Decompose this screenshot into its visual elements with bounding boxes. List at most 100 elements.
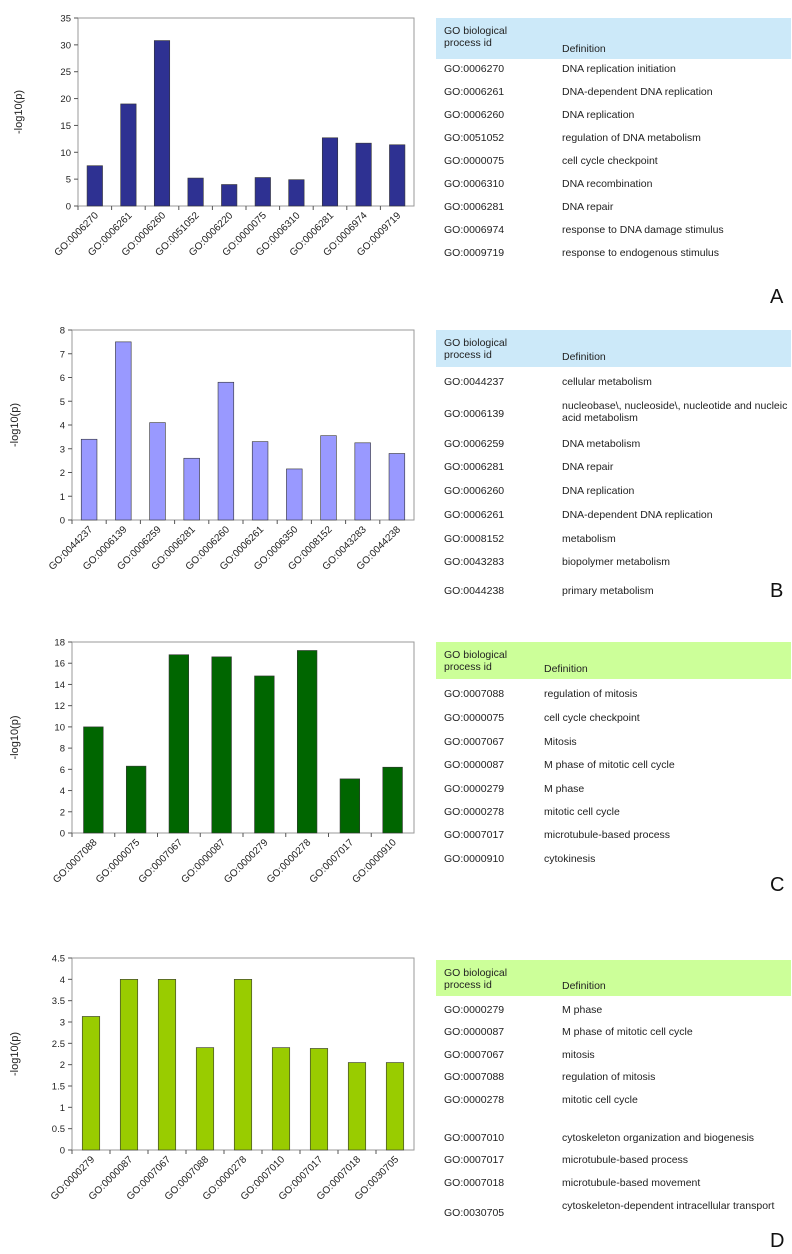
- go-table-a: GO biological process id Definition GO:0…: [436, 18, 791, 259]
- y-tick-label: 4: [60, 421, 65, 432]
- row-definition: M phase: [544, 783, 585, 795]
- panel-label: A: [770, 286, 784, 308]
- row-definition: Mitosis: [544, 736, 577, 748]
- row-definition: DNA-dependent DNA replication: [562, 86, 713, 98]
- bar: [195, 1047, 215, 1151]
- bar: [83, 726, 104, 834]
- row-id: GO:0006139: [444, 408, 505, 420]
- header-id: GO biological process id: [444, 337, 508, 361]
- y-axis-label: -log10(p): [9, 403, 21, 447]
- y-tick-label: 1: [60, 492, 65, 503]
- row-id: GO:0000910: [444, 853, 505, 865]
- row-definition: primary metabolism: [562, 585, 654, 597]
- y-tick-label: 0: [60, 1146, 65, 1157]
- bar: [233, 979, 253, 1151]
- row-id: GO:0000075: [444, 155, 505, 167]
- x-tick-label: GO:0007067: [137, 837, 186, 886]
- row-definition: regulation of mitosis: [544, 688, 638, 700]
- y-tick-label: 5: [60, 397, 65, 408]
- row-definition: cell cycle checkpoint: [562, 155, 658, 167]
- go-table-c: GO biological process id Definition GO:0…: [436, 642, 791, 865]
- row-definition: DNA replication: [562, 109, 635, 121]
- bar: [347, 1062, 367, 1151]
- row-id: GO:0006259: [444, 438, 505, 450]
- row-id: GO:0043283: [444, 556, 505, 568]
- bar: [80, 438, 98, 521]
- x-tick-label: GO:0000910: [350, 837, 399, 886]
- bar: [286, 468, 303, 521]
- y-tick-label: 35: [60, 14, 71, 25]
- bar: [81, 1016, 101, 1151]
- row-definition: DNA-dependent DNA replication: [562, 509, 713, 521]
- row-id: GO:0007088: [444, 1071, 505, 1083]
- bar: [115, 341, 132, 521]
- row-definition: DNA repair: [562, 461, 614, 473]
- panel-label: B: [770, 580, 784, 602]
- row-id: GO:0007067: [444, 736, 505, 748]
- bar: [254, 675, 275, 834]
- bar: [86, 165, 103, 207]
- row-id: GO:0007017: [444, 1154, 505, 1166]
- row-definition: M phase of mitotic cell cycle: [544, 759, 675, 771]
- x-tick-label: GO:0000087: [179, 837, 228, 886]
- y-tick-label: 2: [60, 1060, 65, 1071]
- row-definition: M phase: [562, 1004, 603, 1016]
- row-id: GO:0006281: [444, 461, 505, 473]
- row-id: GO:0000279: [444, 1004, 505, 1016]
- table-header: GO biological process id Definition: [436, 330, 791, 367]
- header-definition: Definition: [562, 351, 606, 363]
- y-tick-label: 4.5: [52, 954, 65, 965]
- bar-chart-b: 012345678-log10(p)GO:0044237GO:0006139GO…: [9, 326, 415, 573]
- bar: [153, 40, 171, 207]
- row-id: GO:0007017: [444, 829, 505, 841]
- y-tick-label: 4: [60, 786, 65, 797]
- y-tick-label: 3: [60, 444, 65, 455]
- bar: [271, 1047, 291, 1151]
- y-tick-label: 10: [60, 148, 71, 159]
- y-tick-label: 2: [60, 807, 65, 818]
- bar: [119, 979, 139, 1151]
- row-id: GO:0009719: [444, 247, 505, 259]
- bar: [157, 979, 177, 1151]
- y-tick-label: 2.5: [52, 1039, 65, 1050]
- bar: [389, 144, 406, 207]
- row-definition: response to DNA damage stimulus: [562, 224, 724, 236]
- y-tick-label: 0: [66, 202, 71, 213]
- panel-c: 0 2 4 6 8 10 12 14 16 18 -log10(p) GO:0007088 GO:000…: [0, 630, 792, 910]
- row-definition: DNA replication initiation: [562, 63, 676, 75]
- y-tick-label: 14: [54, 680, 65, 691]
- panel-d: 0 0.5 1 1.5 2 2.5 3 3.5 4 4.5 -log10(p) GO:0000279 G…: [0, 944, 792, 1254]
- bar: [149, 422, 166, 521]
- y-tick-label: 8: [60, 326, 65, 337]
- y-axis-label: -log10(p): [9, 1032, 21, 1076]
- row-id: GO:0044237: [444, 376, 505, 388]
- y-tick-label: 3.5: [52, 996, 65, 1007]
- y-tick-label: 20: [60, 94, 71, 105]
- y-tick-label: 25: [60, 67, 71, 78]
- row-id: GO:0000278: [444, 806, 505, 818]
- table-header: GO biological process id Definition: [436, 960, 791, 996]
- row-definition: cell cycle checkpoint: [544, 712, 640, 724]
- row-id: GO:0006260: [444, 109, 505, 121]
- bar: [385, 1062, 405, 1151]
- go-table-d: GO biological process id Definition GO:0…: [436, 960, 791, 1219]
- y-tick-label: 12: [54, 701, 65, 712]
- row-id: GO:0000087: [444, 1026, 505, 1038]
- row-definition: cytoskeleton organization and biogenesis: [562, 1132, 755, 1144]
- bar: [321, 137, 339, 207]
- bar: [388, 453, 406, 521]
- y-axis-label: -log10(p): [9, 715, 21, 759]
- row-id: GO:0000075: [444, 712, 505, 724]
- y-tick-label: 5: [66, 175, 71, 186]
- y-tick-label: 16: [54, 659, 65, 670]
- plot-area: [71, 641, 415, 834]
- y-tick-label: 30: [60, 40, 71, 51]
- row-id: GO:0051052: [444, 132, 505, 144]
- header-id: GO biological process id: [444, 649, 508, 673]
- y-tick-label: 2: [60, 468, 65, 479]
- row-id: GO:0006974: [444, 224, 505, 236]
- y-tick-label: 0: [60, 829, 65, 840]
- go-table-b: GO biological process id Definition GO:0…: [436, 330, 791, 597]
- row-definition: M phase of mitotic cell cycle: [562, 1026, 693, 1038]
- row-id: GO:0007067: [444, 1049, 505, 1061]
